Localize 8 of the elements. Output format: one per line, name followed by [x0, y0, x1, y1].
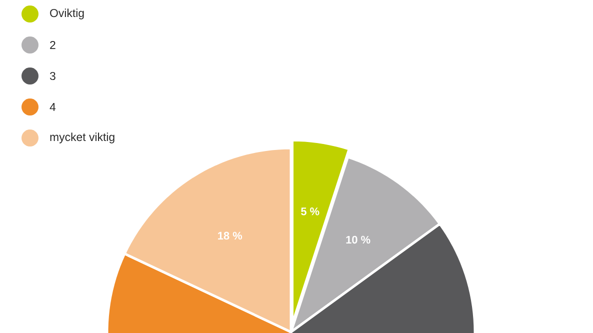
legend-label: Oviktig — [50, 8, 84, 20]
legend-label: 2 — [50, 40, 56, 49]
legend-label: mycket viktig — [50, 132, 114, 144]
data-label: 10 % — [346, 236, 370, 244]
legend-label: 4 — [50, 103, 56, 111]
data-label: 18 % — [218, 232, 242, 240]
data-label: 5 % — [301, 208, 320, 216]
legend-label: 3 — [50, 72, 56, 80]
